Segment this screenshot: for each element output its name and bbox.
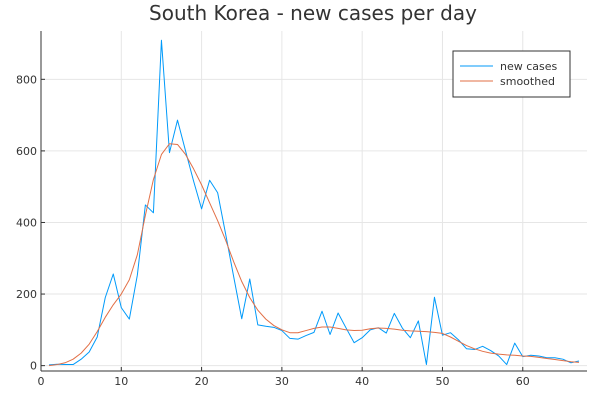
legend-box — [452, 50, 571, 98]
series-line-smoothed — [48, 143, 580, 367]
x-tick-label: 50 — [435, 375, 449, 388]
y-tick-label: 400 — [16, 216, 37, 229]
grid-lines — [40, 31, 587, 371]
y-tick-label: 0 — [30, 360, 37, 373]
legend-label: smoothed — [500, 75, 555, 88]
y-tick-label: 800 — [16, 73, 37, 86]
axes — [40, 31, 587, 372]
y-tick-label: 600 — [16, 145, 37, 158]
x-tick-label: 60 — [516, 375, 530, 388]
x-tick-label: 30 — [275, 375, 289, 388]
chart-title: South Korea - new cases per day — [149, 1, 477, 25]
legend: new cases smoothed — [452, 50, 571, 98]
x-tick-label: 10 — [114, 375, 128, 388]
x-tick-label: 20 — [195, 375, 209, 388]
series-group — [48, 39, 580, 367]
x-tick-label: 0 — [38, 375, 45, 388]
series-line-new-cases — [48, 39, 580, 366]
legend-label: new cases — [500, 60, 558, 73]
y-tick-label: 200 — [16, 288, 37, 301]
x-tick-label: 40 — [355, 375, 369, 388]
